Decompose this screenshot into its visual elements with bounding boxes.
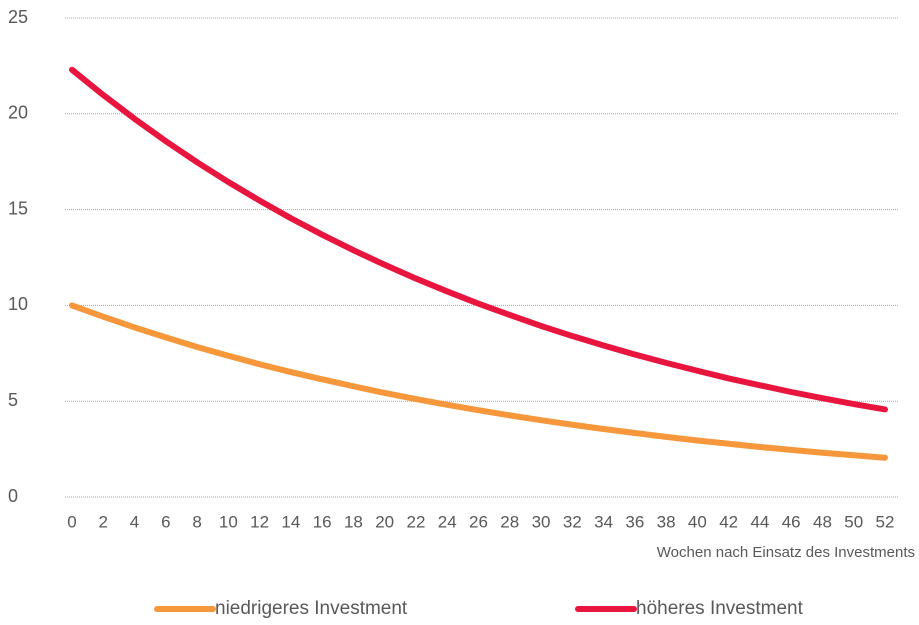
x-tick-label: 32 (563, 512, 582, 531)
x-tick-label: 38 (657, 512, 676, 531)
x-axis-label: Wochen nach Einsatz des Investments (657, 544, 915, 561)
series-line (69, 66, 888, 413)
legend-label: niedrigeres Investment (215, 598, 408, 619)
x-tick-label: 20 (375, 512, 394, 531)
y-tick-label: 15 (8, 198, 28, 218)
x-tick-label: 28 (500, 512, 519, 531)
y-tick-label: 20 (8, 103, 28, 123)
y-tick-label: 5 (8, 390, 18, 410)
y-tick-label: 25 (8, 7, 28, 27)
x-tick-label: 52 (876, 512, 895, 531)
y-tick-label: 10 (8, 294, 28, 314)
x-tick-label: 40 (688, 512, 707, 531)
x-tick-label: 0 (67, 512, 76, 531)
x-tick-label: 46 (782, 512, 801, 531)
x-tick-label: 16 (313, 512, 332, 531)
x-tick-label: 34 (594, 512, 613, 531)
x-tick-label: 22 (407, 512, 426, 531)
x-tick-label: 4 (130, 512, 139, 531)
x-tick-label: 2 (99, 512, 108, 531)
y-tick-label: 0 (8, 486, 18, 506)
x-tick-label: 10 (219, 512, 238, 531)
x-tick-label: 18 (344, 512, 363, 531)
x-tick-label: 8 (192, 512, 201, 531)
x-tick-label: 6 (161, 512, 170, 531)
x-tick-label: 48 (813, 512, 832, 531)
x-tick-label: 36 (625, 512, 644, 531)
x-tick-label: 26 (469, 512, 488, 531)
x-tick-label: 30 (532, 512, 551, 531)
x-tick-label: 12 (250, 512, 269, 531)
series-line (69, 302, 888, 461)
x-tick-label: 44 (750, 512, 769, 531)
x-tick-label: 24 (438, 512, 457, 531)
x-tick-label: 42 (719, 512, 738, 531)
legend-label: höheres Investment (636, 598, 804, 619)
x-tick-label: 50 (844, 512, 863, 531)
x-tick-label: 14 (281, 512, 300, 531)
